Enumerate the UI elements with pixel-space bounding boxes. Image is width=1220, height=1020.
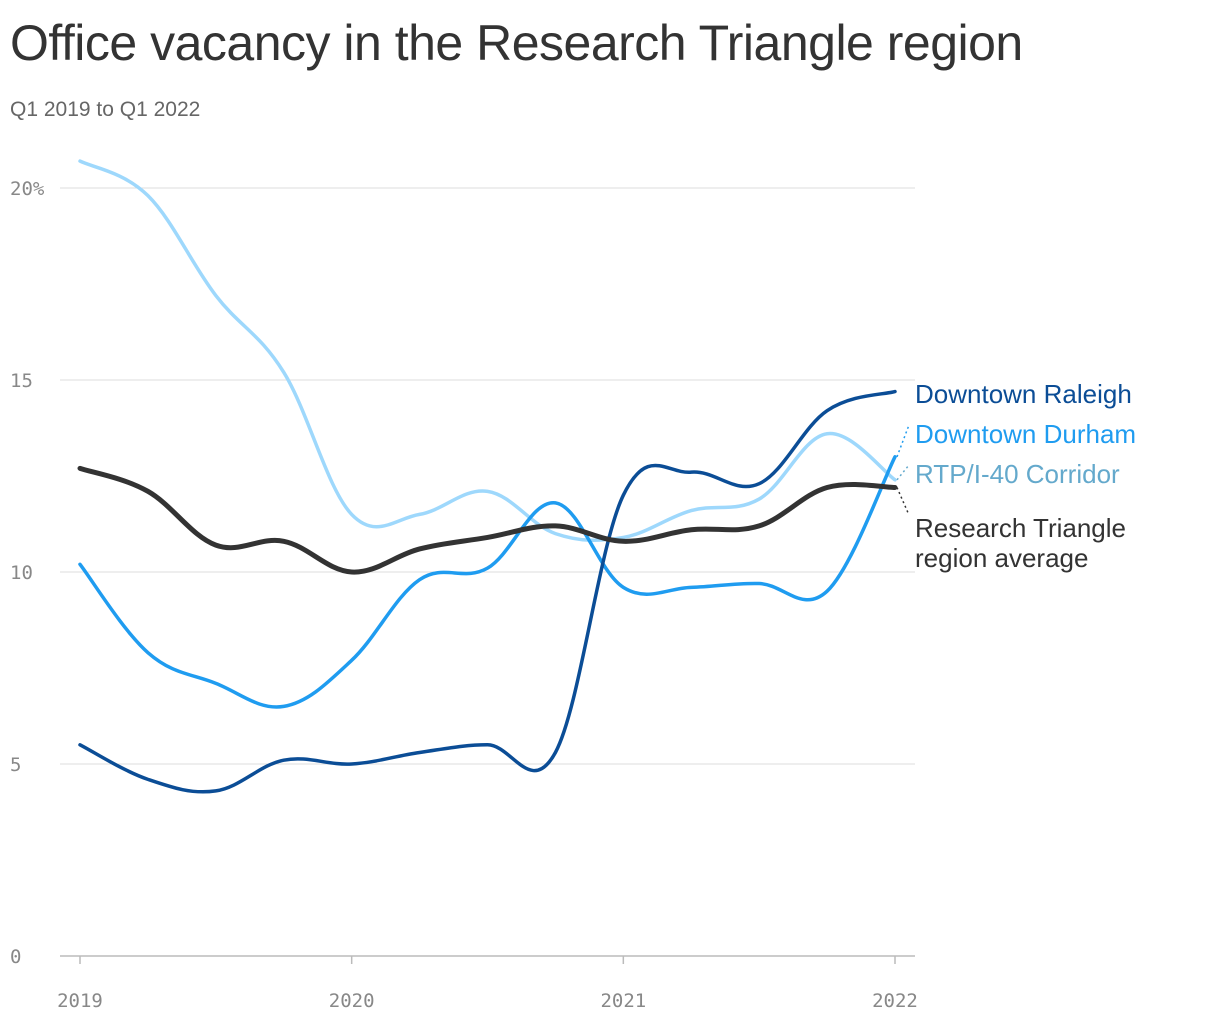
series-line-downtown-durham [78, 455, 897, 709]
series-label-rtp-i40-corridor: RTP/I-40 Corridor [915, 459, 1120, 489]
gridlines [60, 187, 915, 957]
series-label-downtown-durham: Downtown Durham [915, 419, 1136, 449]
y-tick-label: 15 [10, 370, 33, 392]
series-lines [77, 159, 898, 794]
chart-subtitle: Q1 2019 to Q1 2022 [10, 98, 201, 121]
y-tick-label: 0 [10, 946, 21, 968]
x-axis-ticks: 2019 2020 2021 2022 [57, 956, 918, 1012]
x-tick-label: 2022 [872, 990, 918, 1012]
chart-title: Office vacancy in the Research Triangle … [10, 15, 1023, 71]
y-tick-label: 5 [10, 754, 21, 776]
x-tick-label: 2020 [329, 990, 375, 1012]
series-label-region-average: Research Triangle [915, 513, 1126, 543]
series-labels: Downtown Raleigh Downtown Durham RTP/I-40 … [896, 379, 1136, 573]
series-line-downtown-raleigh [78, 389, 897, 794]
series-line-region-average [77, 465, 898, 575]
label-leader-region-average [896, 487, 910, 516]
x-tick-label: 2019 [57, 990, 103, 1012]
x-tick-label: 2021 [600, 990, 646, 1012]
label-leader-downtown-durham [896, 424, 910, 458]
y-axis-ticks: 0 5 10 15 20% [10, 178, 45, 968]
y-tick-label: 10 [10, 562, 33, 584]
series-label-region-average: region average [915, 543, 1088, 573]
series-label-downtown-raleigh: Downtown Raleigh [915, 379, 1132, 409]
series-line-rtp-i40-corridor [78, 159, 897, 543]
label-leader-rtp-i40-corridor [896, 464, 910, 481]
y-tick-label: 20% [10, 178, 45, 200]
